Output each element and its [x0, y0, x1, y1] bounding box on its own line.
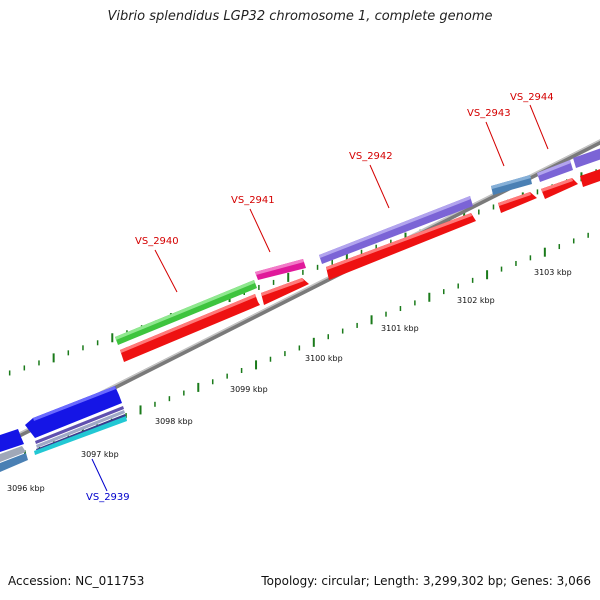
- label-leader-lines: [91, 104, 549, 492]
- kbp-label-3098: 3098 kbp: [155, 417, 193, 426]
- kbp-label-3096: 3096 kbp: [7, 484, 45, 493]
- kbp-label-3102: 3102 kbp: [457, 296, 495, 305]
- gene-vs2945-bar[interactable]: [573, 145, 600, 168]
- gene-label-vs2943[interactable]: VS_2943: [467, 108, 511, 119]
- gene-label-vs2940[interactable]: VS_2940: [135, 236, 179, 247]
- topology-label: Topology: circular; Length: 3,299,302 bp…: [261, 574, 591, 588]
- gene-label-vs2941[interactable]: VS_2941: [231, 195, 275, 206]
- strand-genes-red: [120, 169, 600, 362]
- lower-left-genes: [0, 386, 127, 472]
- gene-label-vs2942[interactable]: VS_2942: [349, 151, 393, 162]
- kbp-label-3099: 3099 kbp: [230, 385, 268, 394]
- gene-label-vs2939[interactable]: VS_2939: [86, 492, 130, 503]
- kbp-label-3101: 3101 kbp: [381, 324, 419, 333]
- accession-label: Accession: NC_011753: [8, 574, 145, 588]
- kbp-label-group: 3096 kbp 3097 kbp 3098 kbp 3099 kbp 3100…: [7, 268, 572, 493]
- gene-label-group: VS_2939 VS_2940 VS_2941 VS_2942 VS_2943 …: [86, 92, 554, 503]
- kbp-label-3103: 3103 kbp: [534, 268, 572, 277]
- kbp-label-3100: 3100 kbp: [305, 354, 343, 363]
- gene-label-vs2944[interactable]: VS_2944: [510, 92, 554, 103]
- forward-strand-genes: [115, 145, 600, 345]
- map-title: Vibrio splendidus LGP32 chromosome 1, co…: [107, 9, 493, 24]
- kbp-label-3097: 3097 kbp: [81, 450, 119, 459]
